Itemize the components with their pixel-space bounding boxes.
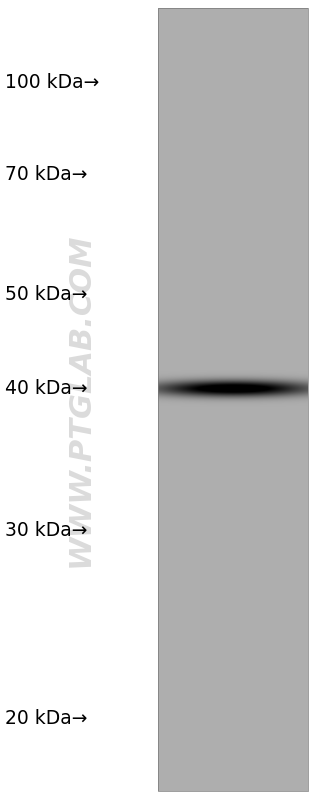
- Text: 50 kDa→: 50 kDa→: [5, 285, 87, 304]
- Text: WWW.PTGLAB.COM: WWW.PTGLAB.COM: [65, 233, 95, 567]
- Text: 40 kDa→: 40 kDa→: [5, 379, 88, 397]
- Bar: [158, 8, 308, 791]
- Text: 30 kDa→: 30 kDa→: [5, 520, 87, 539]
- Text: 100 kDa→: 100 kDa→: [5, 73, 100, 92]
- Text: 70 kDa→: 70 kDa→: [5, 165, 87, 185]
- Text: 20 kDa→: 20 kDa→: [5, 709, 87, 728]
